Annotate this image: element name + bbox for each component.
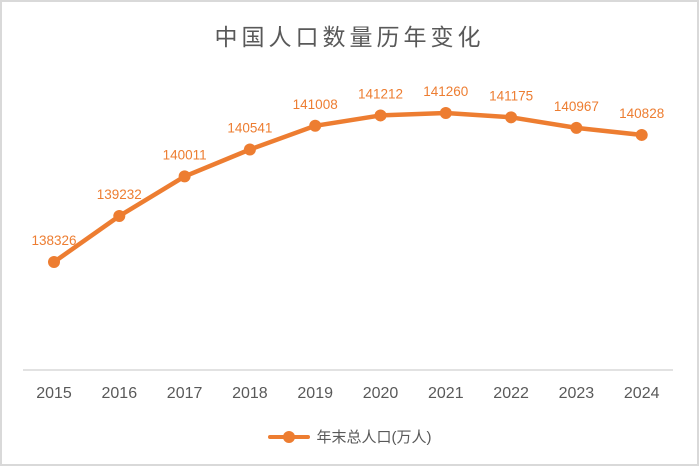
data-point-2018: [243, 143, 256, 156]
data-point-2020: [374, 109, 387, 122]
data-label-2020: 141212: [358, 86, 403, 101]
data-point-2019: [309, 119, 322, 132]
data-point-2021: [439, 107, 452, 119]
x-tick-2022: 2022: [493, 385, 529, 402]
data-point-2023: [570, 121, 583, 134]
data-point-2017: [178, 170, 191, 183]
legend-dot: [282, 430, 295, 443]
data-label-2022: 141175: [489, 88, 533, 103]
data-point-2024: [635, 128, 648, 141]
data-label-2023: 140967: [554, 99, 599, 114]
data-point-2016: [113, 209, 126, 222]
data-label-2015: 138326: [31, 233, 76, 248]
data-label-2016: 139232: [97, 187, 142, 202]
x-tick-2016: 2016: [102, 385, 138, 402]
data-label-2018: 140541: [227, 121, 272, 136]
data-label-2019: 141008: [293, 97, 338, 112]
x-tick-2020: 2020: [363, 385, 399, 402]
data-label-2021: 141260: [423, 84, 468, 99]
legend-series-label: 年末总人口(万人): [316, 429, 432, 446]
x-tick-2024: 2024: [624, 385, 660, 402]
x-tick-2023: 2023: [559, 385, 595, 402]
x-tick-2015: 2015: [36, 385, 72, 402]
data-label-2017: 140011: [163, 147, 207, 162]
data-point-2022: [505, 111, 518, 124]
x-tick-2017: 2017: [167, 385, 203, 402]
x-tick-2021: 2021: [428, 385, 464, 402]
chart-legend: 年末总人口(万人): [2, 426, 697, 447]
data-label-2024: 140828: [619, 106, 664, 121]
x-tick-2019: 2019: [297, 385, 333, 402]
data-point-2015: [48, 256, 60, 268]
chart-title: 中国人口数量历年变化: [214, 24, 485, 50]
series-line: [51, 110, 644, 265]
x-tick-2018: 2018: [232, 385, 268, 402]
legend-line-marker-icon: [267, 430, 310, 443]
